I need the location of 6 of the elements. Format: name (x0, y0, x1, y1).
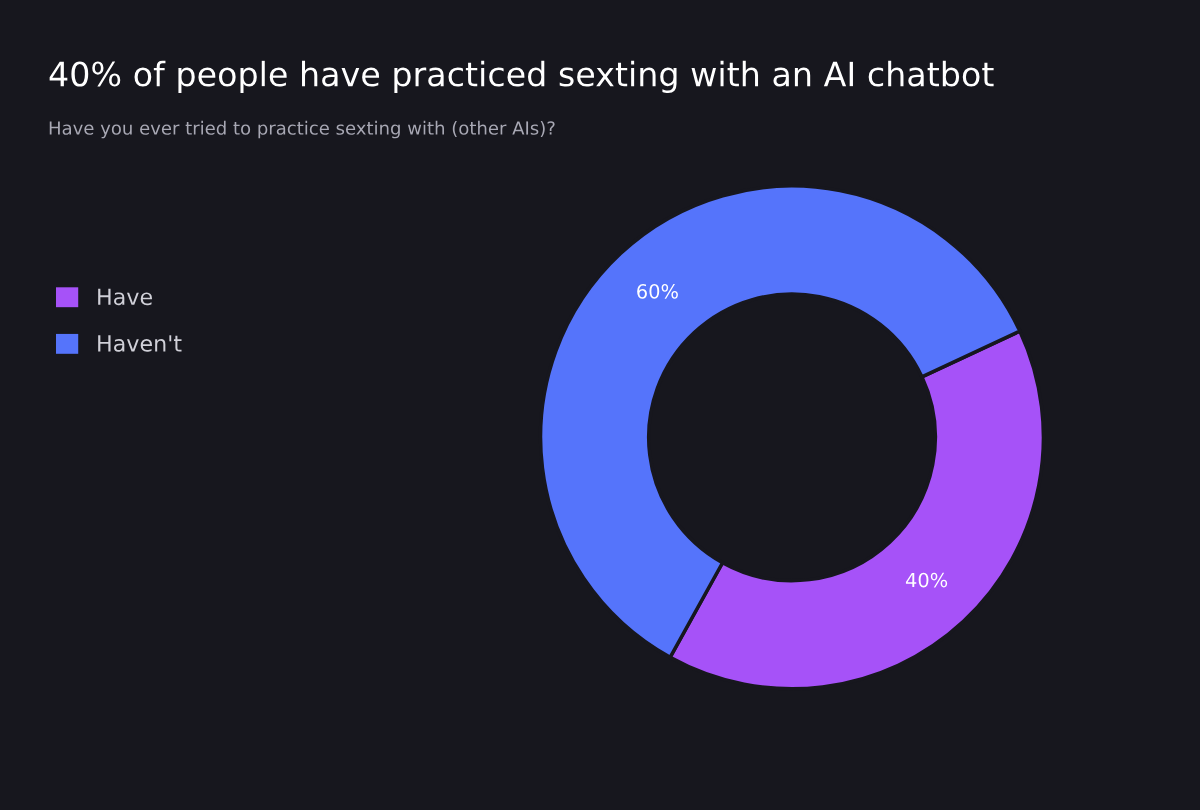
legend-label: Haven't (98, 335, 182, 352)
chart-title: 40% of people have practiced sexting with an AI chatbot (49, 60, 994, 94)
data-label: 40% (905, 572, 948, 588)
chart-subtitle: Have you ever tried to practice sexting with (other AIs)? (49, 120, 555, 139)
legend-label: Have (98, 288, 152, 306)
data-label: 60% (637, 283, 678, 299)
